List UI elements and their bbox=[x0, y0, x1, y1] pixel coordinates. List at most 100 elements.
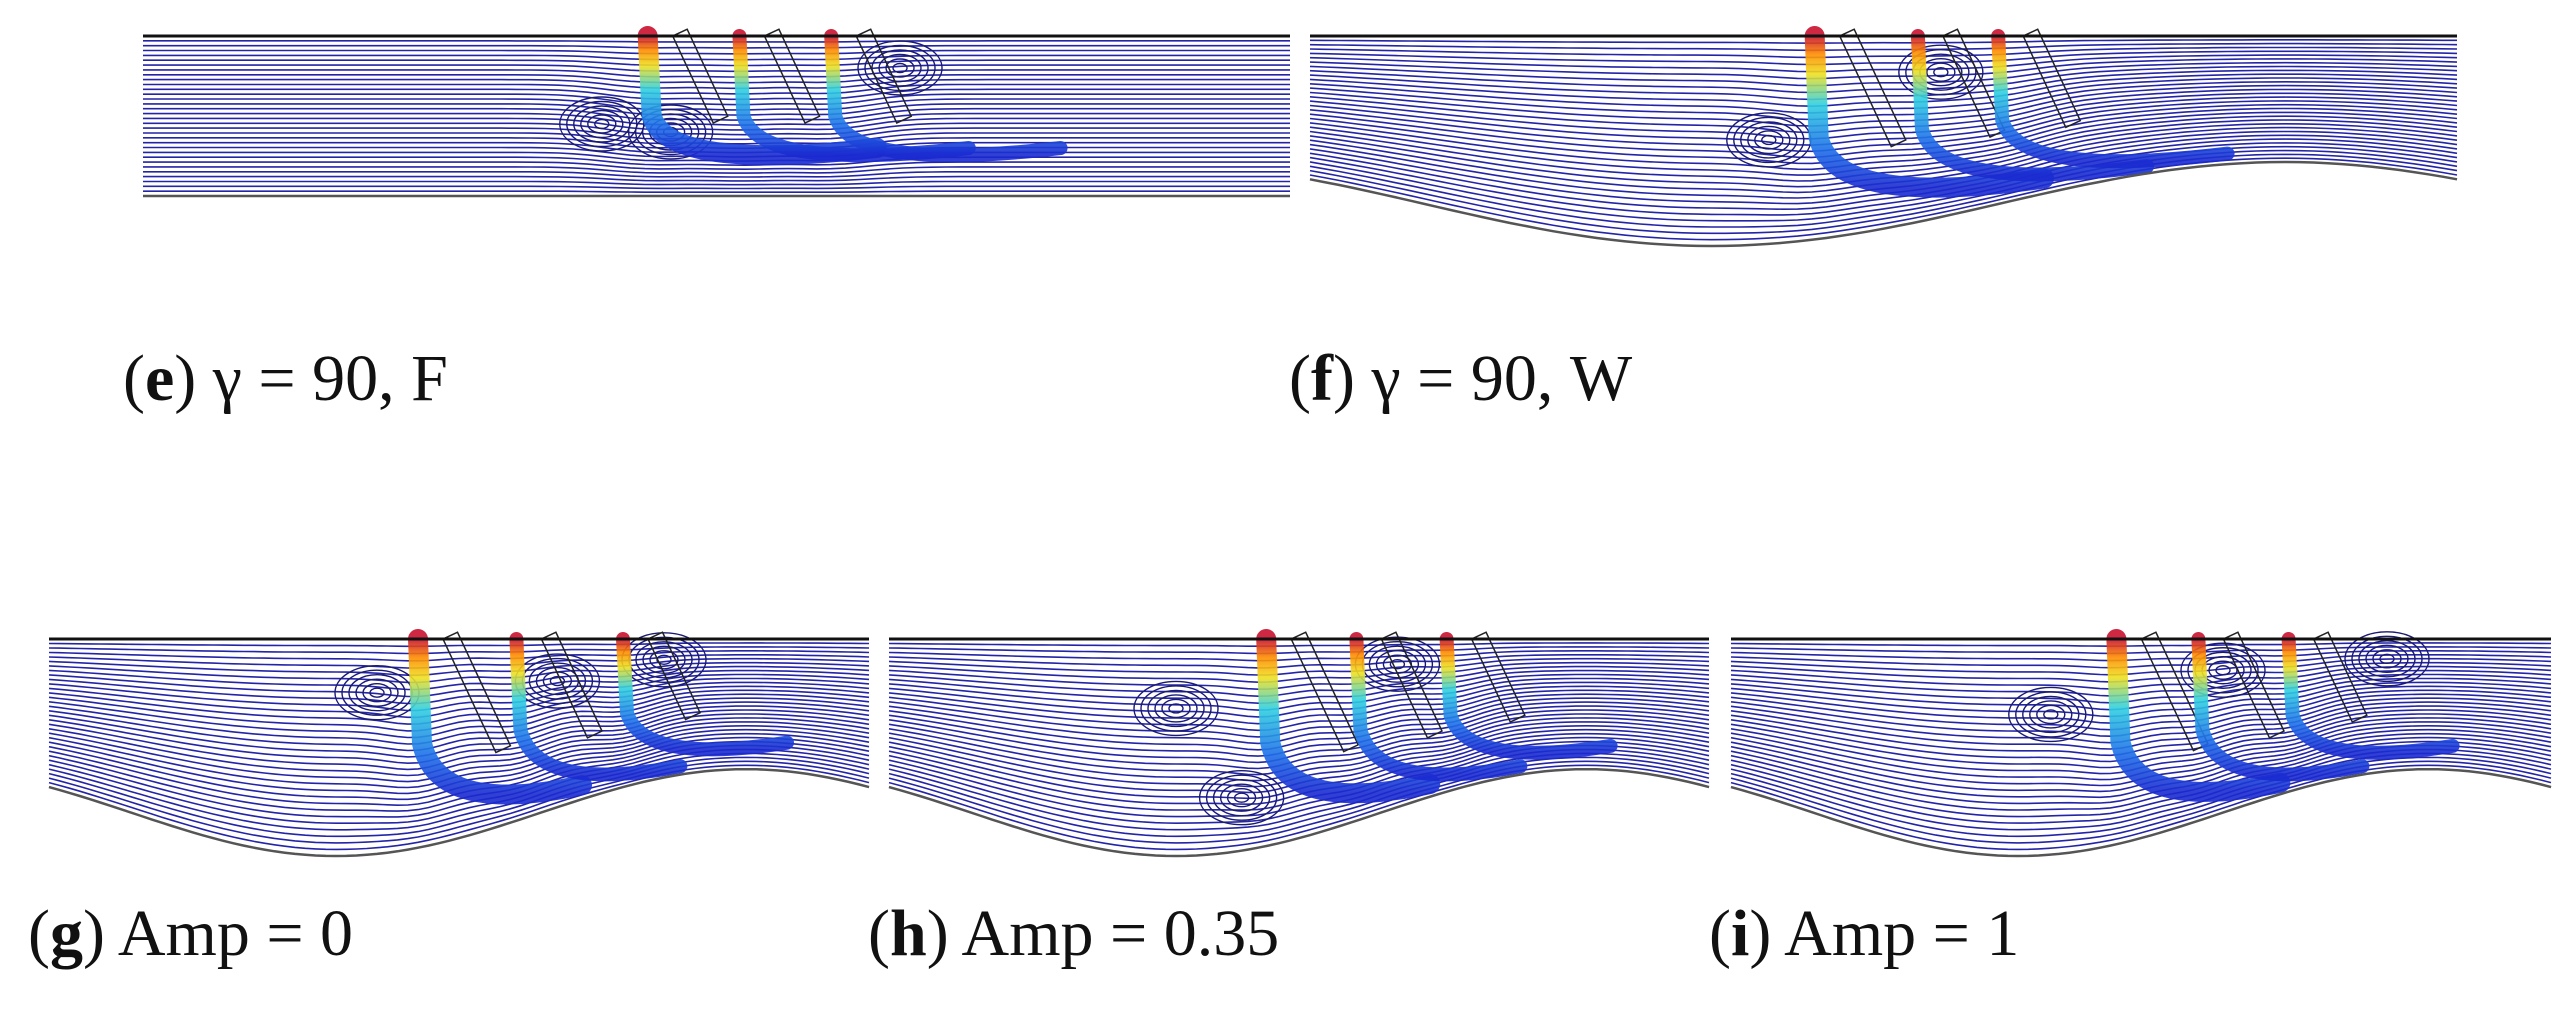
streamline bbox=[1309, 107, 2458, 165]
streamline bbox=[888, 689, 1710, 732]
streamline bbox=[888, 681, 1710, 718]
streamline bbox=[1309, 42, 2458, 52]
vortex bbox=[2187, 647, 2259, 694]
slot bbox=[1941, 28, 2006, 139]
streamline bbox=[1309, 157, 2458, 241]
vortex bbox=[885, 58, 915, 78]
caption: (e) γ = 90, F bbox=[123, 342, 448, 415]
streamline bbox=[888, 693, 1710, 738]
vortex bbox=[1161, 698, 1191, 719]
streamline bbox=[1309, 46, 2458, 59]
streamline bbox=[143, 107, 1290, 121]
caption-label: g bbox=[50, 897, 83, 970]
vortex bbox=[1147, 689, 1205, 728]
vortex bbox=[1368, 645, 1427, 683]
streamline bbox=[1309, 149, 2458, 228]
vortex bbox=[2036, 704, 2066, 725]
vortex bbox=[369, 687, 385, 698]
streamline bbox=[888, 760, 1710, 844]
vortex bbox=[348, 674, 406, 712]
jet bbox=[1910, 29, 2155, 182]
slot bbox=[647, 631, 702, 721]
streamline bbox=[1730, 689, 2552, 731]
streamline bbox=[1309, 54, 2458, 73]
jet bbox=[2191, 632, 2370, 782]
slot bbox=[763, 28, 821, 125]
vortex bbox=[1926, 62, 1956, 82]
streamline bbox=[143, 74, 1290, 84]
vortex bbox=[871, 49, 929, 87]
vortex bbox=[2215, 665, 2231, 676]
jet bbox=[1804, 26, 2055, 198]
vortex bbox=[2379, 653, 2395, 665]
vortex bbox=[1898, 44, 1984, 100]
streamline-panel bbox=[888, 629, 1710, 858]
streamline bbox=[1309, 103, 2458, 159]
streamline bbox=[143, 103, 1290, 116]
streamline-panel bbox=[143, 26, 1290, 198]
streamline bbox=[143, 127, 1290, 141]
streamline bbox=[888, 740, 1710, 811]
jet bbox=[616, 632, 794, 757]
streamline bbox=[888, 764, 1710, 851]
streamline bbox=[1309, 145, 2458, 222]
streamline bbox=[1309, 61, 2458, 87]
slot bbox=[1290, 631, 1360, 753]
streamline bbox=[1730, 693, 2552, 738]
jet bbox=[824, 29, 1068, 163]
streamline-panel bbox=[48, 629, 870, 858]
streamline bbox=[888, 661, 1710, 684]
vortex bbox=[2358, 640, 2416, 678]
streamline bbox=[1309, 119, 2458, 182]
streamline bbox=[143, 64, 1290, 73]
streamline bbox=[1730, 669, 2552, 697]
streamline bbox=[143, 171, 1290, 178]
streamline bbox=[143, 49, 1290, 55]
vortex bbox=[2008, 686, 2094, 743]
streamline bbox=[888, 665, 1710, 691]
jet bbox=[408, 629, 592, 805]
vortex bbox=[2365, 644, 2409, 674]
streamline bbox=[48, 681, 870, 719]
bottom-wall bbox=[1730, 767, 2552, 858]
slot bbox=[2222, 631, 2285, 739]
caption-label: i bbox=[1731, 897, 1749, 970]
vortex bbox=[362, 683, 392, 703]
slot bbox=[442, 631, 512, 754]
vortex bbox=[587, 114, 617, 134]
vortex bbox=[1233, 792, 1250, 803]
slot bbox=[1380, 631, 1443, 739]
streamline bbox=[1730, 705, 2552, 757]
streamline bbox=[48, 673, 870, 705]
vortex bbox=[2029, 700, 2073, 729]
streamline bbox=[1309, 88, 2458, 134]
streamline bbox=[1309, 142, 2458, 216]
streamline bbox=[888, 646, 1710, 655]
streamline bbox=[1309, 115, 2458, 176]
streamline bbox=[48, 701, 870, 752]
streamline bbox=[143, 166, 1290, 174]
streamline bbox=[48, 685, 870, 725]
caption-text: ) γ = 90, F bbox=[174, 342, 448, 415]
vortex bbox=[2208, 660, 2238, 680]
slot bbox=[2140, 631, 2209, 752]
streamline bbox=[143, 69, 1290, 78]
streamline bbox=[143, 156, 1290, 167]
vortex bbox=[2022, 695, 2080, 734]
vortex bbox=[635, 641, 693, 679]
streamline bbox=[48, 650, 870, 662]
slot bbox=[1470, 631, 1526, 724]
jet bbox=[1439, 632, 1618, 760]
streamline bbox=[1309, 80, 2458, 121]
streamline bbox=[143, 40, 1290, 43]
streamline bbox=[888, 673, 1710, 705]
vortex bbox=[528, 662, 587, 700]
vortex bbox=[594, 118, 610, 130]
streamline-panel bbox=[1309, 26, 2458, 248]
streamline bbox=[1730, 665, 2552, 690]
streamline bbox=[1730, 709, 2552, 763]
vortex bbox=[1154, 694, 1198, 723]
vortex bbox=[1733, 116, 1805, 164]
streamline bbox=[888, 717, 1710, 776]
